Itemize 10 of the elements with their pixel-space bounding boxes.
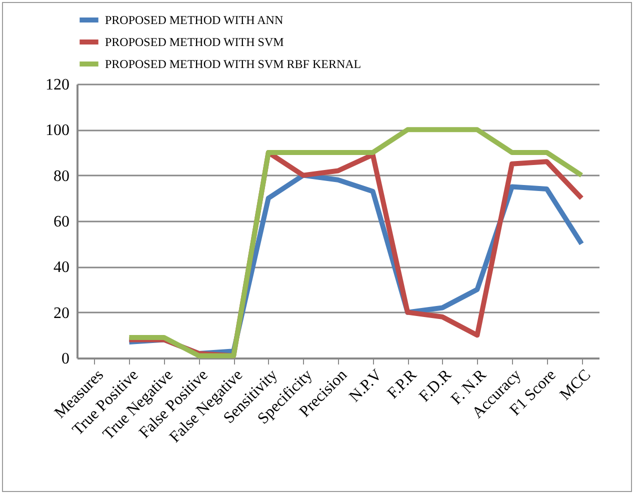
y-tick-label: 20 [54,304,70,322]
y-tick-label: 80 [54,168,70,185]
y-tick-label: 100 [46,122,70,140]
y-tick-label: 0 [62,350,70,368]
y-tick-label: 120 [46,76,70,94]
y-tick-label: 60 [54,214,70,230]
legend-label: PROPOSED METHOD WITH SVM [105,35,284,49]
y-tick-label: 40 [54,259,70,276]
legend-label: PROPOSED METHOD WITH ANN [105,13,284,27]
legend-label: PROPOSED METHOD WITH SVM RBF KERNAL [105,57,362,71]
